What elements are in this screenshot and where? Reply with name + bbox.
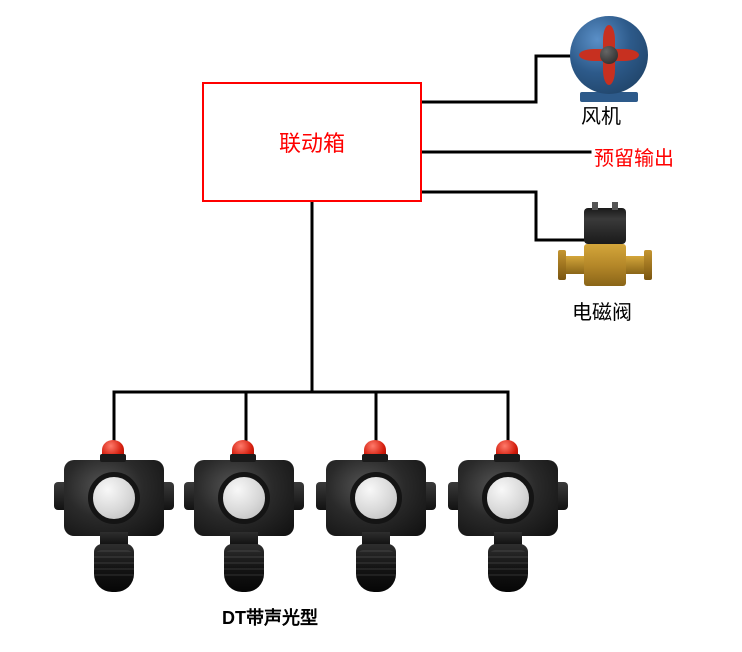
control-box: 联动箱: [202, 82, 422, 202]
detector-type-label: DT带声光型: [222, 604, 318, 630]
fan-icon: [570, 16, 648, 94]
spare-output-label: 预留输出: [594, 142, 674, 171]
gas-detector-icon: [194, 436, 294, 596]
gas-detector-icon: [326, 436, 426, 596]
gas-detector-icon: [458, 436, 558, 596]
valve-label: 电磁阀: [572, 296, 632, 325]
solenoid-valve-icon: [562, 208, 648, 298]
fan-label: 风机: [581, 100, 621, 129]
gas-detector-icon: [64, 436, 164, 596]
control-box-label: 联动箱: [279, 126, 345, 158]
